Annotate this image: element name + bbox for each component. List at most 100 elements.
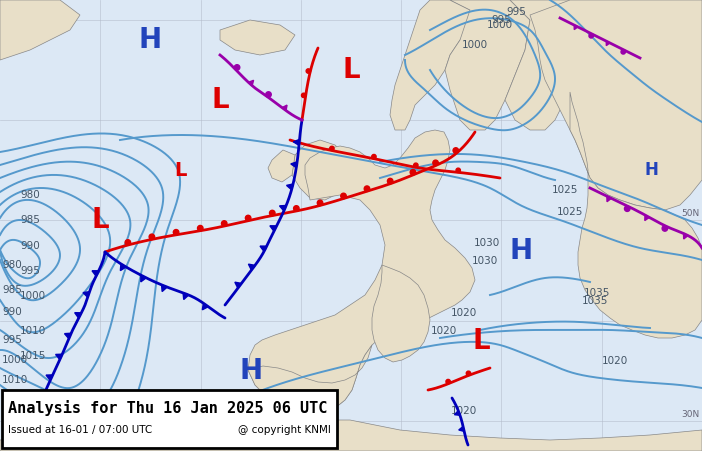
Text: 1030: 1030 [473, 238, 500, 248]
Text: 980: 980 [2, 260, 22, 270]
Polygon shape [0, 420, 702, 451]
Circle shape [340, 193, 346, 199]
Text: Issued at 16-01 / 07:00 UTC: Issued at 16-01 / 07:00 UTC [8, 425, 152, 435]
Text: 70N: 70N [682, 9, 700, 18]
Text: 40N: 40N [682, 310, 700, 319]
Polygon shape [574, 25, 578, 30]
Circle shape [197, 226, 203, 231]
Circle shape [125, 239, 131, 245]
Text: H: H [645, 161, 658, 179]
Text: @ copyright KNMI: @ copyright KNMI [238, 425, 331, 435]
Circle shape [293, 206, 299, 211]
Text: 1000: 1000 [486, 20, 512, 30]
Text: 10W: 10W [291, 439, 311, 448]
Text: 1020: 1020 [431, 326, 458, 336]
Text: 995: 995 [20, 266, 40, 276]
Text: 20E: 20E [593, 439, 610, 448]
Circle shape [173, 230, 179, 235]
Polygon shape [92, 271, 99, 276]
Polygon shape [0, 0, 80, 60]
Text: 60N: 60N [682, 109, 700, 118]
Polygon shape [83, 292, 90, 297]
Polygon shape [286, 184, 293, 190]
Text: L: L [342, 56, 360, 84]
Polygon shape [684, 234, 688, 239]
Text: 980: 980 [20, 190, 40, 200]
Text: 0E: 0E [395, 439, 407, 448]
Polygon shape [292, 140, 350, 200]
Circle shape [446, 379, 451, 384]
Polygon shape [282, 105, 287, 110]
Text: 1000: 1000 [2, 355, 28, 365]
Text: 1010: 1010 [20, 326, 46, 336]
Circle shape [453, 148, 458, 153]
Text: 1020: 1020 [602, 356, 628, 366]
Circle shape [246, 215, 251, 221]
Circle shape [589, 34, 593, 38]
Circle shape [625, 206, 630, 212]
Circle shape [270, 210, 275, 216]
Text: L: L [212, 86, 230, 114]
Text: 1010: 1010 [2, 375, 28, 385]
Polygon shape [570, 92, 702, 338]
Text: H: H [239, 357, 263, 385]
Polygon shape [454, 410, 460, 415]
Text: L: L [91, 207, 109, 235]
Polygon shape [65, 333, 71, 339]
Circle shape [149, 234, 154, 239]
Polygon shape [74, 313, 81, 318]
Circle shape [317, 200, 323, 206]
Circle shape [388, 178, 393, 184]
Circle shape [221, 221, 227, 226]
Polygon shape [458, 427, 464, 431]
Text: 10E: 10E [493, 439, 510, 448]
Polygon shape [141, 275, 146, 282]
Circle shape [413, 163, 418, 167]
Circle shape [306, 69, 310, 73]
Polygon shape [372, 265, 430, 362]
Text: 1025: 1025 [557, 207, 583, 217]
Polygon shape [249, 80, 253, 86]
Polygon shape [268, 150, 295, 182]
Circle shape [621, 50, 625, 54]
Polygon shape [607, 196, 611, 202]
Polygon shape [202, 303, 208, 310]
Text: 20W: 20W [190, 439, 211, 448]
Text: 990: 990 [2, 307, 22, 317]
Text: 1020: 1020 [451, 406, 477, 416]
Polygon shape [120, 264, 126, 271]
Text: 1015: 1015 [2, 410, 28, 420]
Circle shape [456, 168, 461, 173]
Text: 1015: 1015 [20, 351, 46, 361]
Text: 30W: 30W [90, 439, 110, 448]
Text: 1035: 1035 [583, 288, 610, 298]
Polygon shape [55, 354, 62, 359]
Polygon shape [291, 162, 297, 168]
Circle shape [466, 371, 470, 376]
Text: 985: 985 [2, 285, 22, 295]
Text: 1020: 1020 [451, 308, 477, 318]
Text: 985: 985 [20, 216, 40, 226]
Text: 990: 990 [20, 240, 40, 251]
Polygon shape [390, 0, 475, 130]
Polygon shape [248, 130, 475, 412]
Polygon shape [37, 396, 44, 401]
Circle shape [433, 160, 438, 166]
Polygon shape [220, 20, 295, 55]
Text: 1000: 1000 [20, 290, 46, 301]
Text: 1025: 1025 [552, 185, 578, 195]
Polygon shape [249, 264, 255, 270]
Polygon shape [644, 215, 649, 221]
Text: 50N: 50N [682, 209, 700, 218]
Polygon shape [293, 139, 300, 145]
Circle shape [266, 92, 271, 97]
Text: Analysis for Thu 16 Jan 2025 06 UTC: Analysis for Thu 16 Jan 2025 06 UTC [8, 400, 327, 416]
Polygon shape [279, 206, 286, 211]
Polygon shape [248, 345, 372, 412]
Circle shape [301, 93, 306, 97]
Text: H: H [139, 26, 162, 54]
Polygon shape [607, 41, 610, 46]
Circle shape [330, 146, 334, 151]
Polygon shape [183, 293, 189, 299]
Polygon shape [260, 246, 267, 252]
